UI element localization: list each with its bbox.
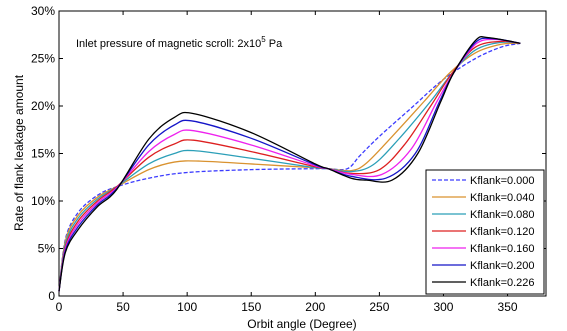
x-tick-label: 50 [116,300,130,314]
annotation-text: Inlet pressure of magnetic scroll: 2x105… [76,35,283,50]
legend-label: Kflank=0.160 [470,243,535,255]
legend-label: Kflank=0.200 [470,260,535,272]
x-tick-label: 300 [433,300,453,314]
y-tick-label: 20% [31,99,55,113]
x-axis-label: Orbit angle (Degree) [247,317,356,331]
series-line-3 [58,40,521,292]
legend-label: Kflank=0.000 [470,175,535,187]
y-tick-label: 0 [48,289,55,303]
x-tick-label: 250 [369,300,389,314]
legend-box [425,169,545,295]
legend-label: Kflank=0.120 [470,226,535,238]
y-tick-label: 25% [31,52,55,66]
x-tick-label: 100 [177,300,197,314]
series-line-6 [58,36,521,292]
y-axis-label: Rate of flank leakage amount [12,74,26,231]
axis-ticks: 0 50 100 150 200 250 300 350 0 5% 10% 15% 20% 25% 30% [31,4,546,314]
annotation-unit: Pa [266,38,283,50]
y-tick-label: 30% [31,4,55,18]
series-lines [58,36,521,292]
x-tick-label: 200 [305,300,325,314]
legend-label: Kflank=0.040 [470,192,535,204]
y-tick-label: 10% [31,194,55,208]
legend-label: Kflank=0.226 [470,277,535,289]
legend-label: Kflank=0.080 [470,209,535,221]
x-tick-label: 0 [56,300,63,314]
x-tick-label: 150 [241,300,261,314]
legend: Kflank=0.000 Kflank=0.040 Kflank=0.080 Kfla… [425,169,545,295]
y-tick-label: 15% [31,147,55,161]
annotation-superscript: 5 [261,35,266,44]
y-tick-label: 5% [38,242,56,256]
x-tick-label: 350 [498,300,518,314]
